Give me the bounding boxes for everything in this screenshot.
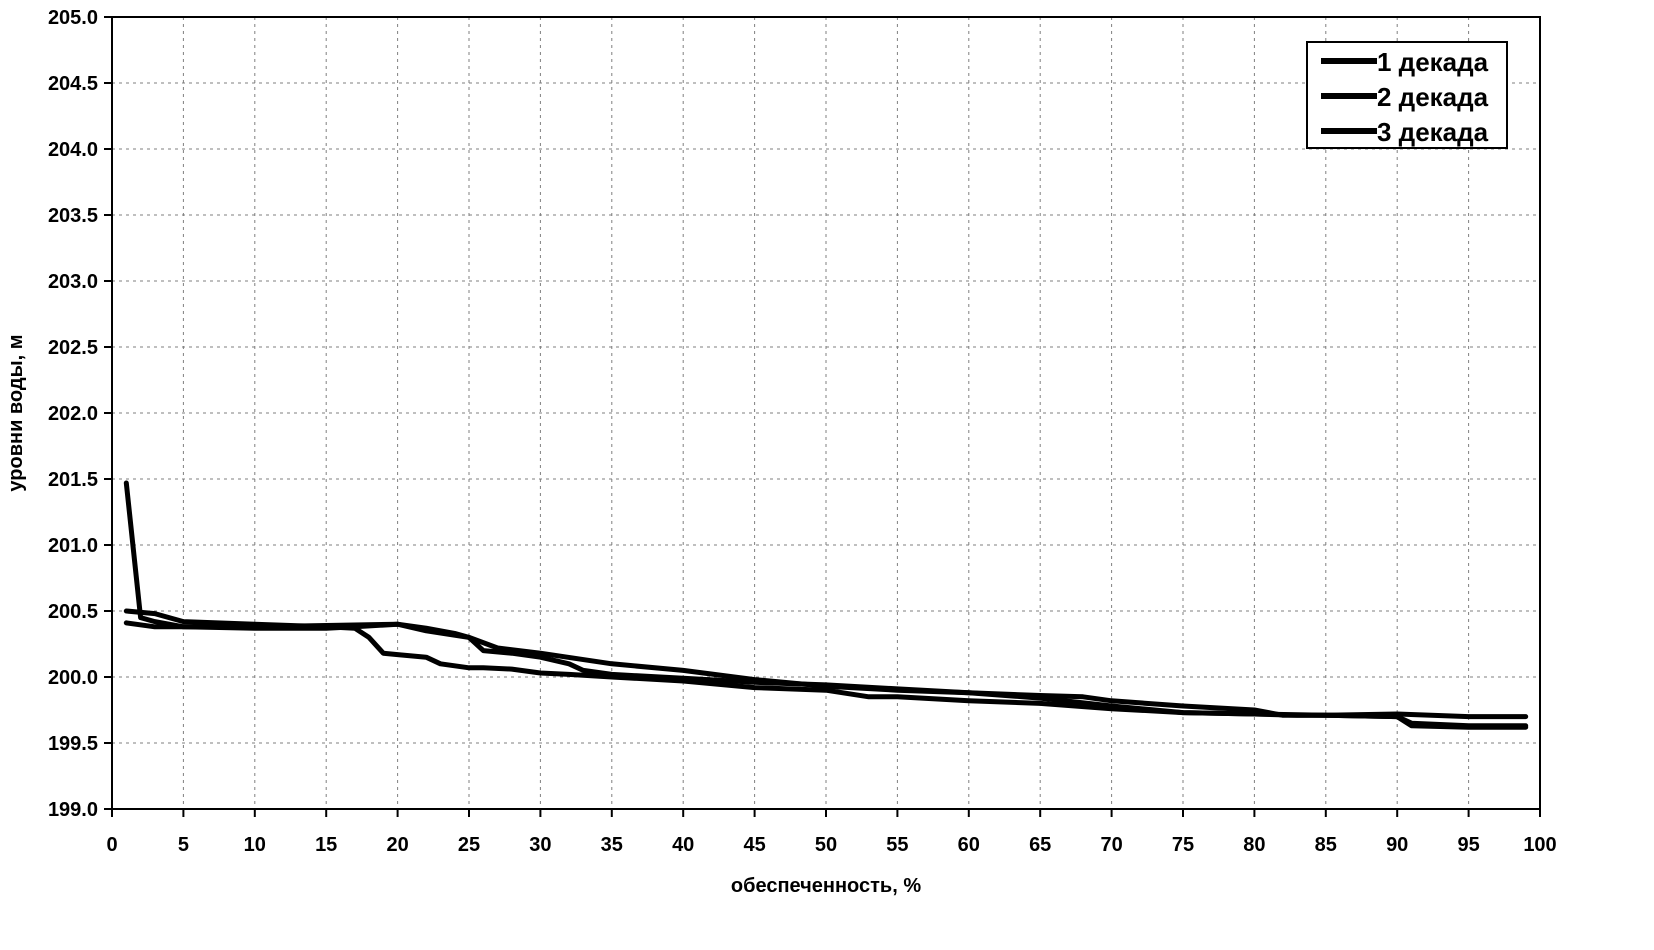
x-tick-label: 35 — [601, 834, 623, 856]
x-axis-title: обеспеченность, % — [731, 875, 921, 897]
x-tick-label: 70 — [1100, 834, 1122, 856]
x-axis-ticks: 0 5 10 15 20 25 30 35 40 45 50 55 60 65 70 75 80 85 90 95 10… — [106, 809, 1557, 856]
x-tick-label: 90 — [1386, 834, 1408, 856]
x-tick-label: 65 — [1029, 834, 1051, 856]
y-tick-label: 199.0 — [48, 799, 98, 821]
x-tick-label: 45 — [743, 834, 765, 856]
x-tick-label: 15 — [315, 834, 337, 856]
x-tick-label: 0 — [106, 834, 117, 856]
legend: 1 декада 2 декада 3 декада — [1306, 41, 1508, 149]
y-tick-label: 203.0 — [48, 271, 98, 293]
legend-label: 2 декада — [1377, 82, 1489, 112]
x-tick-label: 100 — [1523, 834, 1556, 856]
y-tick-label: 204.0 — [48, 139, 98, 161]
x-tick-label: 80 — [1243, 834, 1265, 856]
y-tick-label: 200.0 — [48, 667, 98, 689]
x-tick-label: 30 — [529, 834, 551, 856]
y-tick-label: 205.0 — [48, 7, 98, 29]
x-tick-label: 60 — [958, 834, 980, 856]
x-tick-label: 20 — [386, 834, 408, 856]
y-tick-label: 200.5 — [48, 601, 98, 623]
x-tick-label: 50 — [815, 834, 837, 856]
x-tick-label: 55 — [886, 834, 908, 856]
y-tick-label: 204.5 — [48, 73, 98, 95]
y-axis-ticks: 199.0 199.5 200.0 200.5 201.0 201.5 202.0 202.5… — [48, 7, 112, 821]
y-axis-title: уровни воды, м — [5, 334, 27, 491]
y-tick-label: 201.0 — [48, 535, 98, 557]
y-tick-label: 203.5 — [48, 205, 98, 227]
x-tick-label: 75 — [1172, 834, 1194, 856]
series-group — [123, 480, 1529, 730]
x-tick-label: 95 — [1457, 834, 1479, 856]
y-tick-label: 199.5 — [48, 733, 98, 755]
series-line-3 — [123, 620, 1529, 729]
series-line-2 — [123, 608, 1529, 720]
grid — [112, 17, 1540, 809]
y-tick-label: 202.0 — [48, 403, 98, 425]
y-tick-label: 201.5 — [48, 469, 98, 491]
x-tick-label: 25 — [458, 834, 480, 856]
x-tick-label: 10 — [244, 834, 266, 856]
legend-label: 1 декада — [1377, 47, 1489, 77]
x-tick-label: 5 — [178, 834, 189, 856]
legend-label: 3 декада — [1377, 117, 1489, 147]
y-tick-label: 202.5 — [48, 337, 98, 359]
x-tick-label: 85 — [1315, 834, 1337, 856]
x-tick-label: 40 — [672, 834, 694, 856]
